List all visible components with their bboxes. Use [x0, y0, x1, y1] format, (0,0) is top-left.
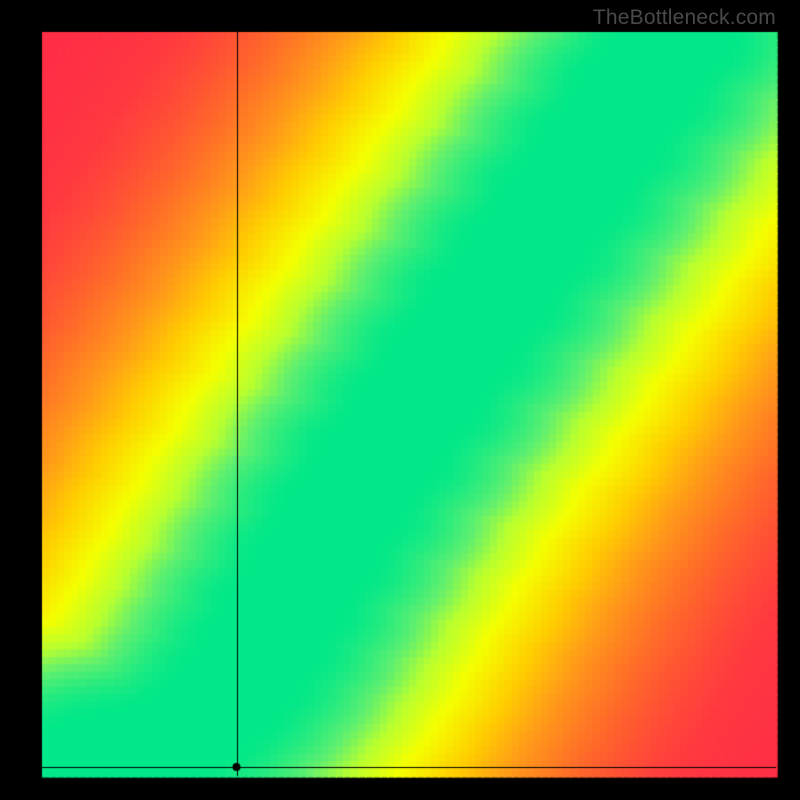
- bottleneck-heatmap: [0, 0, 800, 800]
